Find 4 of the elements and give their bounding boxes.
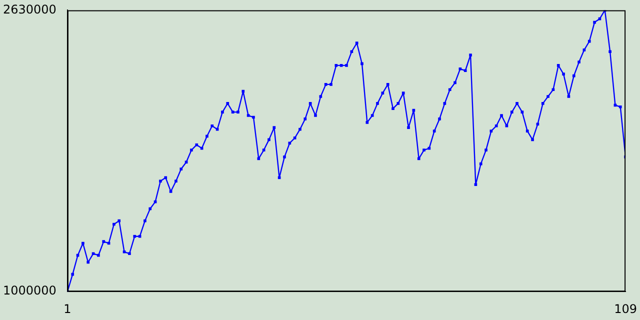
y-tick-label: 1000000 (2, 284, 56, 298)
y-tick-label: 2630000 (2, 2, 56, 16)
x-tick-label: 109 (614, 302, 637, 316)
x-tick-label: 1 (64, 302, 72, 316)
